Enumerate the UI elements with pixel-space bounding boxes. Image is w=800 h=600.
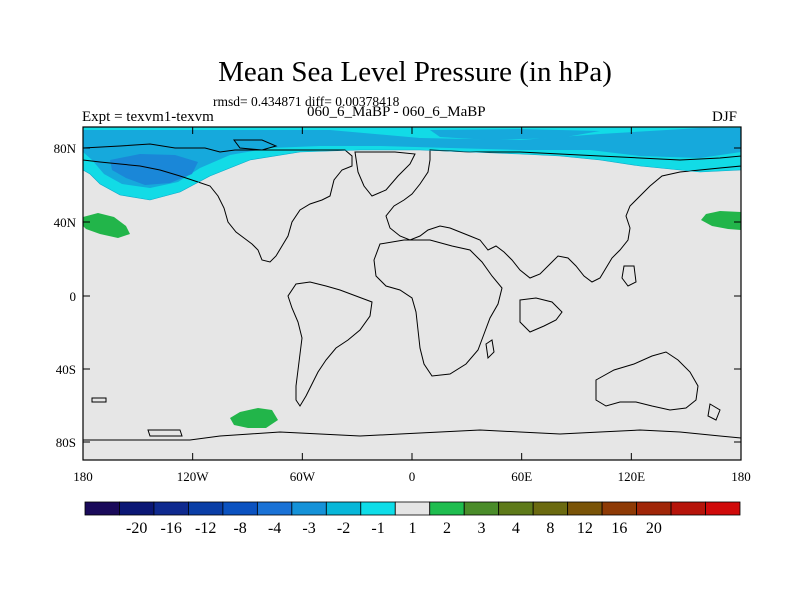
- contour-fill-green-pacific-east: [701, 211, 741, 230]
- lat-tick-label: 40S: [56, 362, 76, 377]
- colorbar-label: 8: [546, 520, 554, 537]
- coastline-antarctica: [83, 429, 742, 441]
- lon-tick-label: 120W: [177, 469, 210, 484]
- lat-tick-label: 0: [70, 289, 77, 304]
- colorbar-label: 1: [409, 520, 417, 537]
- stats-label: rmsd= 0.434871 diff= 0.00378418: [213, 94, 400, 109]
- contour-line-cyan: [82, 149, 742, 201]
- colorbar-swatch: [84, 501, 120, 516]
- colorbar-label: 12: [577, 520, 593, 537]
- lat-tick-label: 80N: [54, 141, 77, 156]
- contour-fill-blue-2: [430, 129, 600, 140]
- colorbar-label: 3: [477, 520, 485, 537]
- lon-tick-label: 120E: [618, 469, 646, 484]
- lon-tick-label: 60E: [511, 469, 532, 484]
- lon-tick-label: 0: [409, 469, 416, 484]
- colorbar-swatch: [394, 501, 431, 516]
- colorbar-swatch: [429, 501, 465, 516]
- latitude-axis: 80N 40N 0 40S 80S: [54, 141, 741, 450]
- coastline-antarctic-islands-2: [91, 397, 107, 403]
- colorbar-swatch: [256, 501, 293, 516]
- lat-tick-label: 40N: [54, 215, 77, 230]
- coastline-antarctic-islands: [147, 429, 183, 437]
- colorbar-swatch: [188, 501, 224, 516]
- colorbar-swatch: [222, 501, 258, 516]
- colorbar-label: 2: [443, 520, 451, 537]
- coastline-australia: [595, 351, 699, 411]
- colorbar-label: -3: [302, 520, 315, 537]
- lon-tick-label: 60W: [290, 469, 316, 484]
- colorbar-swatch: [119, 501, 155, 516]
- case-label: 060_6_MaBP - 060_6_MaBP: [307, 104, 486, 120]
- colorbar-swatch: [291, 501, 327, 516]
- coastline-africa: [373, 239, 503, 377]
- coastline-madagascar: [485, 339, 495, 360]
- colorbar-label: -1: [371, 520, 384, 537]
- lat-tick-label: 80S: [56, 435, 76, 450]
- colorbar-label: -2: [337, 520, 350, 537]
- colorbar-swatch: [705, 501, 741, 516]
- colorbar-swatch: [670, 501, 706, 516]
- contour-fill-green-southern: [230, 408, 278, 428]
- contour-fill-mid-blue: [83, 128, 741, 188]
- colorbar-swatch: [636, 501, 672, 516]
- colorbar-swatch: [463, 501, 500, 516]
- colorbar-swatch: [601, 501, 637, 516]
- experiment-label: Expt = texvm1-texvm: [82, 109, 214, 125]
- season-label: DJF: [712, 109, 738, 125]
- colorbar-swatch: [360, 501, 396, 516]
- colorbar-swatch: [153, 501, 189, 516]
- colorbar-label: 16: [611, 520, 627, 537]
- colorbar-label: -20: [126, 520, 147, 537]
- coastline-greenland: [354, 151, 416, 197]
- coastline-north-america: [82, 143, 353, 263]
- lon-tick-label: 180: [73, 469, 93, 484]
- map-title: Mean Sea Level Pressure (in hPa): [218, 56, 612, 88]
- colorbar-label: -12: [195, 520, 216, 537]
- colorbar-swatch: [567, 501, 603, 516]
- map-panel: [82, 126, 742, 461]
- coastline-canada-islands: [233, 139, 278, 151]
- colorbar-label: 4: [512, 520, 520, 537]
- contour-fill-blue: [110, 154, 198, 185]
- longitude-axis: 180 120W 60W 0 60E 120E 180: [73, 127, 751, 484]
- colorbar-label: 20: [646, 520, 662, 537]
- colorbar: -20 -16 -12 -8 -4 -3 -2 -1 1 2 3 4 8 12 16 20: [84, 501, 741, 537]
- coastline-japan: [621, 265, 637, 287]
- colorbar-label: -8: [233, 520, 246, 537]
- colorbar-swatch: [325, 501, 362, 516]
- colorbar-label: -4: [268, 520, 281, 537]
- colorbar-swatch: [532, 501, 569, 516]
- colorbar-label: -16: [161, 520, 182, 537]
- coastline-new-zealand: [707, 403, 721, 421]
- coastline-south-america: [287, 281, 373, 407]
- lon-tick-label: 180: [731, 469, 751, 484]
- coastline-maritime-asia: [519, 297, 563, 333]
- contour-fill-green-pacific-west: [83, 213, 130, 238]
- colorbar-swatch: [498, 501, 534, 516]
